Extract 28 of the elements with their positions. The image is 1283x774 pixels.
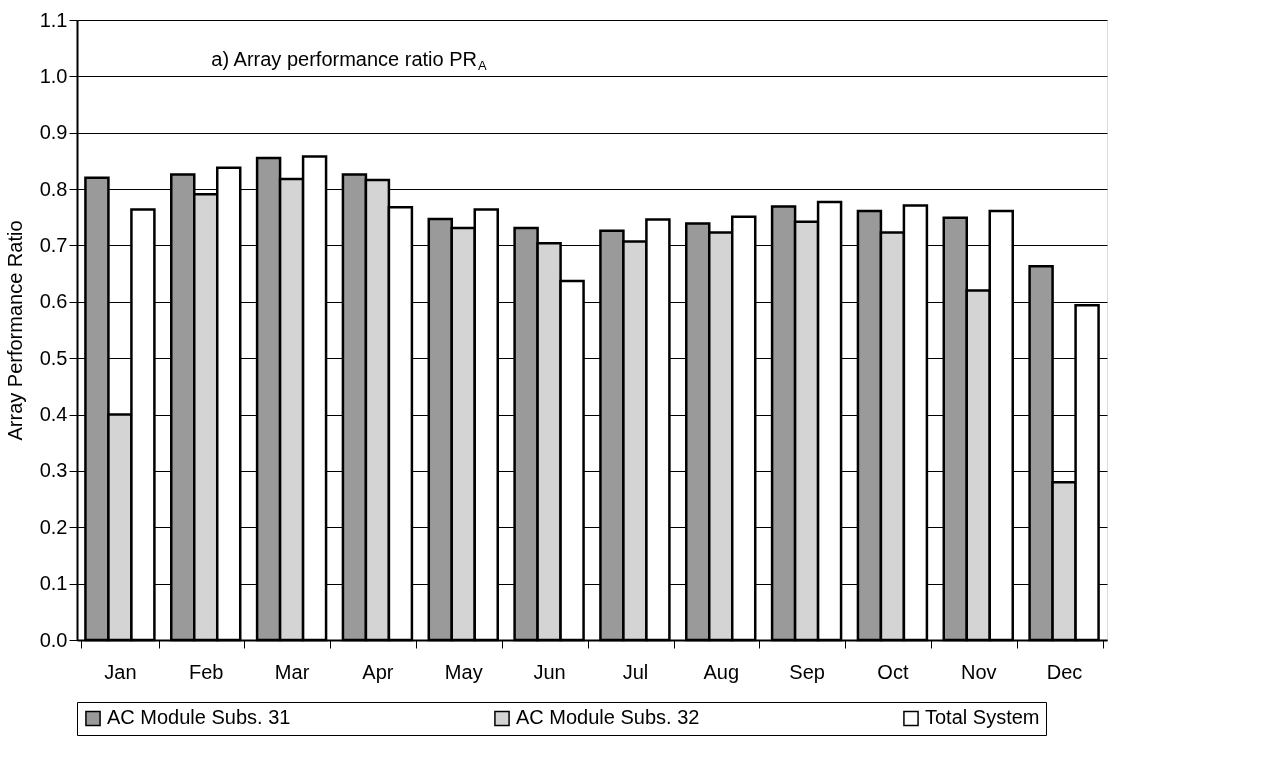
x-tick-label: Jul	[622, 660, 649, 683]
x-tick-label: Jun	[533, 660, 566, 683]
x-tick-label: Feb	[189, 660, 224, 683]
x-tick-label: Nov	[960, 660, 997, 683]
y-tick-label: 0.6	[39, 290, 68, 313]
x-tick-label: Oct	[877, 660, 909, 683]
x-tick-label: Sep	[789, 660, 825, 683]
y-axis-title: Array Performance Ratio	[3, 220, 26, 441]
x-tick-label: Jan	[104, 660, 137, 683]
x-tick-label: Apr	[362, 660, 394, 683]
x-tick-label: Mar	[274, 660, 310, 683]
x-tick-label: Dec	[1046, 660, 1083, 683]
y-tick-label: 0.3	[39, 459, 68, 482]
y-tick-label: 1.0	[39, 64, 68, 87]
y-tick-label: 0.2	[39, 515, 68, 538]
y-tick-label: 1.1	[39, 8, 68, 31]
y-tick-label: 0.5	[39, 346, 68, 369]
x-tick-label: Aug	[703, 660, 740, 683]
y-tick-label: 0.8	[39, 177, 68, 200]
x-tick-label: May	[444, 660, 483, 683]
y-tick-label: 0.7	[39, 233, 68, 256]
legend-label: Total System	[925, 706, 1040, 729]
y-tick-label: 0.1	[39, 572, 68, 595]
y-tick-label: 0.4	[39, 403, 68, 426]
y-tick-label: 0.0	[39, 628, 68, 651]
legend-label: AC Module Subs. 31	[107, 706, 291, 729]
legend-label: AC Module Subs. 32	[516, 706, 700, 729]
y-tick-label: 0.9	[39, 121, 68, 144]
